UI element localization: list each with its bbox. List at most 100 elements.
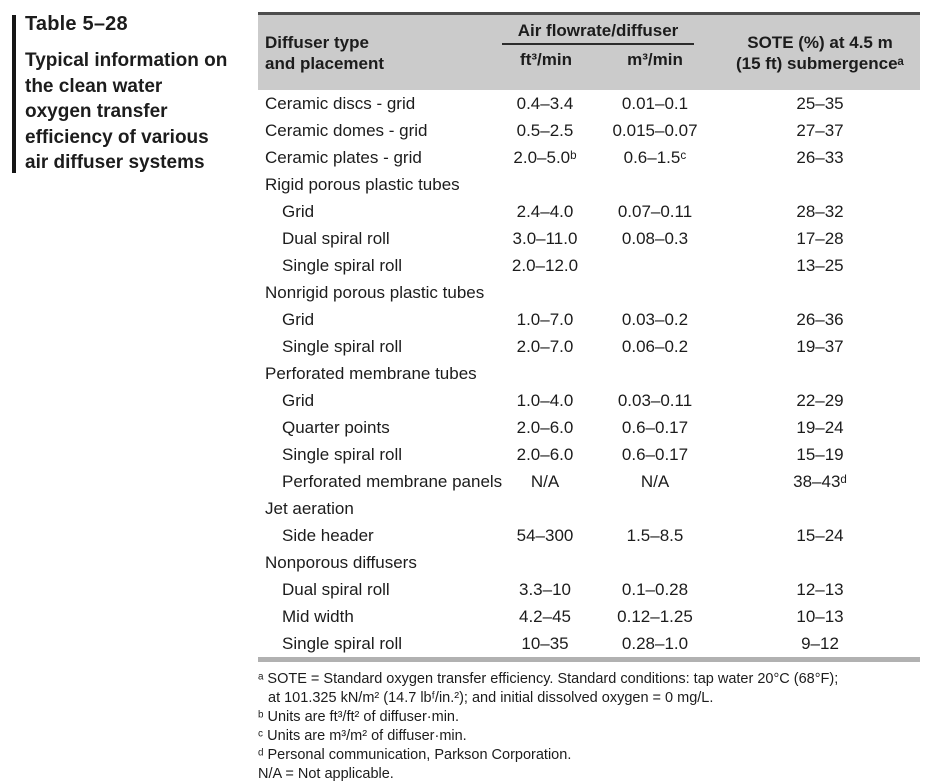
cell-ft3: 2.0–5.0ᵇ [513,148,577,167]
cell-m3: 0.03–0.2 [621,310,689,329]
caption-line: efficiency of various [25,126,209,148]
cell-diffuser-type: Dual spiral roll [282,229,390,248]
cell-ft3: N/A [530,472,560,491]
table-row: Grid 1.0–4.0 0.03–0.11 22–29 [258,387,920,414]
header-air-flowrate-group: Air flowrate/diffuser ft³/min m³/min [502,21,720,70]
cell-m3 [590,279,720,306]
cell-ft3: 10–35 [521,634,569,653]
cell-ft3: 3.3–10 [519,580,571,599]
cell-m3: 0.28–1.0 [621,634,689,653]
cell-diffuser-type: Ceramic domes - grid [265,121,428,140]
table-row: Ceramic domes - grid 0.5–2.5 0.015–0.07 … [258,117,920,144]
cell-diffuser-type: Mid width [282,607,354,626]
data-table: Diffuser type and placement Air flowrate… [258,12,920,784]
table-group-row: Nonporous diffusers [258,549,920,576]
cell-sote: 15–19 [796,445,844,464]
cell-m3 [590,171,720,198]
cell-sote: 19–24 [796,418,844,437]
footnote-d: ᵈ Personal communication, Parkson Corpor… [258,747,572,763]
cell-m3: 0.015–0.07 [612,121,698,140]
table-row: Grid 1.0–7.0 0.03–0.2 26–36 [258,306,920,333]
cell-ft3 [500,495,590,522]
cell-ft3: 2.4–4.0 [516,202,574,221]
cell-ft3: 54–300 [516,526,574,545]
cell-sote: 9–12 [801,634,839,653]
header-sote-line1: SOTE (%) at 4.5 m [747,33,893,52]
footnote-a-line2: at 101.325 kN/m² (14.7 lbᶠ/in.²); and in… [268,690,714,706]
cell-ft3: 2.0–6.0 [516,445,574,464]
cell-ft3: 1.0–7.0 [516,310,574,329]
header-air-flowrate-underline [502,43,694,45]
cell-sote [720,360,920,387]
header-air-flowrate-subheaders: ft³/min m³/min [502,50,720,70]
cell-sote: 17–28 [796,229,844,248]
cell-diffuser-type: Single spiral roll [282,634,402,653]
table-top-rule [258,12,920,15]
cell-diffuser-type: Quarter points [282,418,390,437]
header-ft3-min: ft³/min [520,50,572,69]
cell-m3: 0.12–1.25 [617,607,693,626]
cell-sote: 38–43ᵈ [793,472,847,491]
cell-ft3: 3.0–11.0 [512,229,578,248]
footnotes: ᵃ SOTE = Standard oxygen transfer effici… [258,670,920,784]
table-row: Single spiral roll 2.0–6.0 0.6–0.17 15–1… [258,441,920,468]
cell-diffuser-type: Nonrigid porous plastic tubes [265,283,485,302]
table-caption: Table 5–28 Typical information on the cl… [25,13,258,176]
table-bottom-rule [258,657,920,662]
table-row: Mid width 4.2–45 0.12–1.25 10–13 [258,603,920,630]
header-sote-line2: (15 ft) submergenceᵃ [736,54,904,73]
cell-diffuser-type: Single spiral roll [282,256,402,275]
table-group-row: Rigid porous plastic tubes [258,171,920,198]
cell-m3: 0.08–0.3 [621,229,689,248]
cell-m3: 0.6–1.5ᶜ [623,148,687,167]
footnote-c: ᶜ Units are m³/m² of diffuser·min. [258,728,467,744]
cell-m3: N/A [640,472,670,491]
cell-ft3: 0.5–2.5 [516,121,574,140]
cell-sote: 28–32 [796,202,844,221]
cell-sote: 13–25 [796,256,844,275]
table-group-row: Perforated membrane tubes [258,360,920,387]
cell-sote: 10–13 [796,607,844,626]
cell-ft3 [500,360,590,387]
cell-diffuser-type: Nonporous diffusers [265,553,417,572]
cell-sote: 19–37 [796,337,844,356]
header-air-flowrate-title: Air flowrate/diffuser [517,21,679,40]
table-row: Grid 2.4–4.0 0.07–0.11 28–32 [258,198,920,225]
cell-sote: 12–13 [796,580,844,599]
cell-diffuser-type: Single spiral roll [282,445,402,464]
table-group-row: Jet aeration [258,495,920,522]
cell-ft3: 2.0–7.0 [516,337,574,356]
footnote-b: ᵇ Units are ft³/ft² of diffuser·min. [258,709,460,725]
cell-sote: 15–24 [796,526,844,545]
table-row: Dual spiral roll 3.0–11.0 0.08–0.3 17–28 [258,225,920,252]
cell-diffuser-type: Grid [282,202,315,221]
cell-m3: 0.6–0.17 [621,418,689,437]
cell-m3 [590,360,720,387]
cell-ft3 [500,171,590,198]
caption-vertical-bar [12,15,16,173]
cell-m3 [590,495,720,522]
cell-sote: 26–33 [796,148,844,167]
cell-sote [720,549,920,576]
cell-ft3: 1.0–4.0 [516,391,574,410]
cell-sote [720,171,920,198]
cell-diffuser-type: Rigid porous plastic tubes [265,175,460,194]
cell-diffuser-type: Jet aeration [265,499,354,518]
cell-m3 [590,549,720,576]
cell-ft3 [500,549,590,576]
table-row: Dual spiral roll 3.3–10 0.1–0.28 12–13 [258,576,920,603]
header-diffuser-type-line1: Diffuser type [265,33,369,52]
cell-diffuser-type: Perforated membrane tubes [265,364,477,383]
cell-ft3: 2.0–6.0 [516,418,574,437]
cell-m3: 0.01–0.1 [621,94,689,113]
cell-sote: 25–35 [796,94,844,113]
cell-sote: 26–36 [796,310,844,329]
cell-diffuser-type: Grid [282,391,315,410]
cell-diffuser-type: Perforated membrane panels [282,472,503,491]
cell-m3: 0.06–0.2 [621,337,689,356]
cell-ft3: 4.2–45 [519,607,571,626]
cell-m3 [590,252,720,279]
footnote-na: N/A = Not applicable. [258,766,394,782]
table-row: Ceramic discs - grid 0.4–3.4 0.01–0.1 25… [258,90,920,117]
